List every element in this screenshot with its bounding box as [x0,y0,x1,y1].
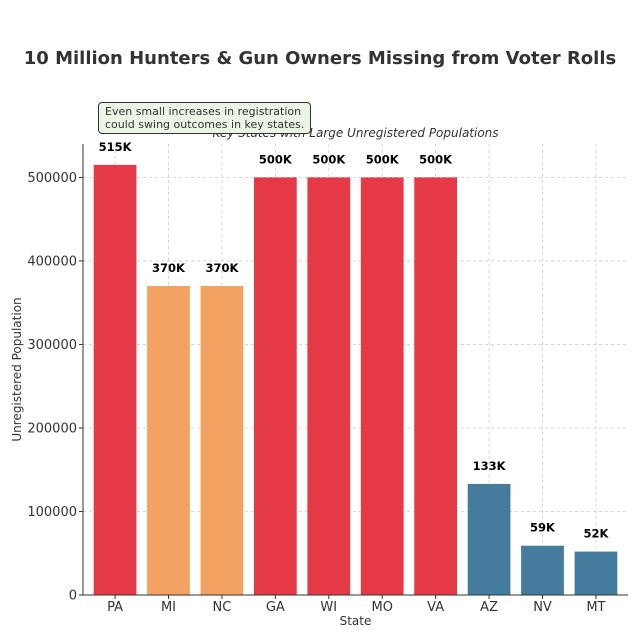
data-label-va: 500K [419,152,453,166]
x-tick-label: NV [533,600,552,615]
data-label-mt: 52K [583,527,609,541]
bar-ga [253,177,297,595]
y-axis-label: Unregistered Population [10,297,24,441]
annotation-line-2: could swing outcomes in key states. [105,118,305,131]
y-tick-label: 400000 [27,254,77,269]
y-tick: 100000 [27,505,83,520]
x-tick: WI [320,595,337,615]
x-tick: NC [213,595,232,615]
y-tick: 0 [69,589,83,604]
chart-title: 10 Million Hunters & Gun Owners Missing … [23,48,617,69]
x-tick-label: VA [427,600,444,615]
x-tick: VA [427,595,444,615]
x-tick: MI [161,595,176,615]
bar-pa [93,164,137,595]
y-tick-label: 100000 [27,505,77,520]
x-tick: GA [266,595,285,615]
x-tick-label: GA [266,600,285,615]
x-axis-label: State [340,614,372,628]
annotation-line-1: Even small increases in registration [105,105,302,118]
data-label-wi: 500K [312,152,346,166]
data-label-pa: 515K [99,140,133,154]
bar-az [467,483,511,595]
y-tick: 400000 [27,254,83,269]
bar-nc [200,285,244,595]
x-tick: PA [107,595,123,615]
y-tick-label: 200000 [27,421,77,436]
x-tick-label: AZ [480,600,498,615]
bar-wi [307,177,351,595]
bar-va [414,177,458,595]
x-tick-label: MO [371,600,392,615]
bar-nv [521,545,564,595]
data-label-az: 133K [473,459,507,473]
x-tick: NV [533,595,552,615]
y-tick-label: 300000 [27,338,77,353]
x-tick-label: MI [161,600,176,615]
data-label-mo: 500K [366,152,400,166]
x-tick-label: PA [107,600,123,615]
data-label-nv: 59K [530,521,556,535]
x-tick-label: MT [586,600,605,615]
y-tick: 300000 [27,338,83,353]
y-tick: 500000 [27,171,83,186]
bar-mo [360,177,404,595]
x-tick-label: NC [213,600,232,615]
x-tick: MO [371,595,393,615]
data-label-mi: 370K [152,261,186,275]
y-tick: 200000 [27,421,83,436]
y-tick-label: 0 [69,589,77,604]
data-label-nc: 370K [205,261,239,275]
x-tick: AZ [480,595,498,615]
annotation-box: Even small increases in registration cou… [98,102,312,134]
bar-mt [574,551,618,595]
x-tick-label: WI [320,600,337,615]
data-label-ga: 500K [259,152,293,166]
x-tick: MT [586,595,606,615]
y-tick-label: 500000 [27,171,77,186]
bar-mi [147,285,190,595]
